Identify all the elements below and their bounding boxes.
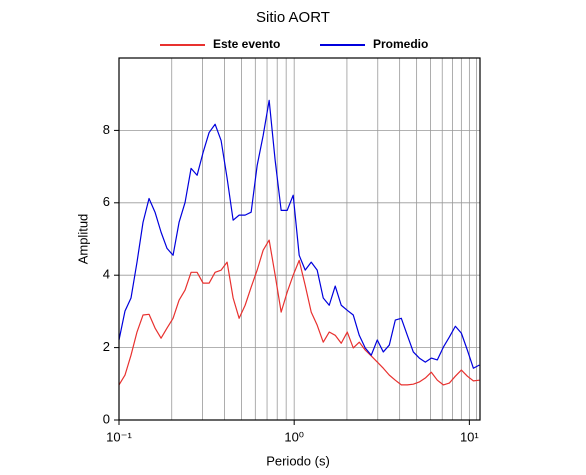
x-axis-label: Periodo (s) bbox=[266, 453, 330, 468]
x-tick-label: 10⁰ bbox=[284, 429, 304, 444]
plot-area bbox=[119, 58, 480, 420]
chart-title: Sitio AORT bbox=[256, 9, 330, 26]
y-tick-label: 0 bbox=[103, 411, 110, 426]
legend: Este evento Promedio bbox=[160, 37, 428, 51]
x-tick-label: 10¹ bbox=[460, 429, 479, 444]
y-tick-label: 8 bbox=[103, 122, 110, 137]
series-line bbox=[118, 99, 480, 369]
legend-label: Promedio bbox=[373, 37, 428, 51]
series-line bbox=[118, 239, 480, 386]
y-tick-label: 4 bbox=[103, 267, 110, 282]
lines bbox=[118, 99, 480, 386]
y-axis-label: Amplitud bbox=[75, 214, 90, 265]
x-tick-label: 10⁻¹ bbox=[106, 429, 132, 444]
plot-frame bbox=[118, 57, 481, 421]
grid bbox=[114, 58, 480, 425]
legend-label: Este evento bbox=[213, 37, 280, 51]
y-tick-label: 6 bbox=[103, 194, 110, 209]
y-tick-label: 2 bbox=[103, 339, 110, 354]
